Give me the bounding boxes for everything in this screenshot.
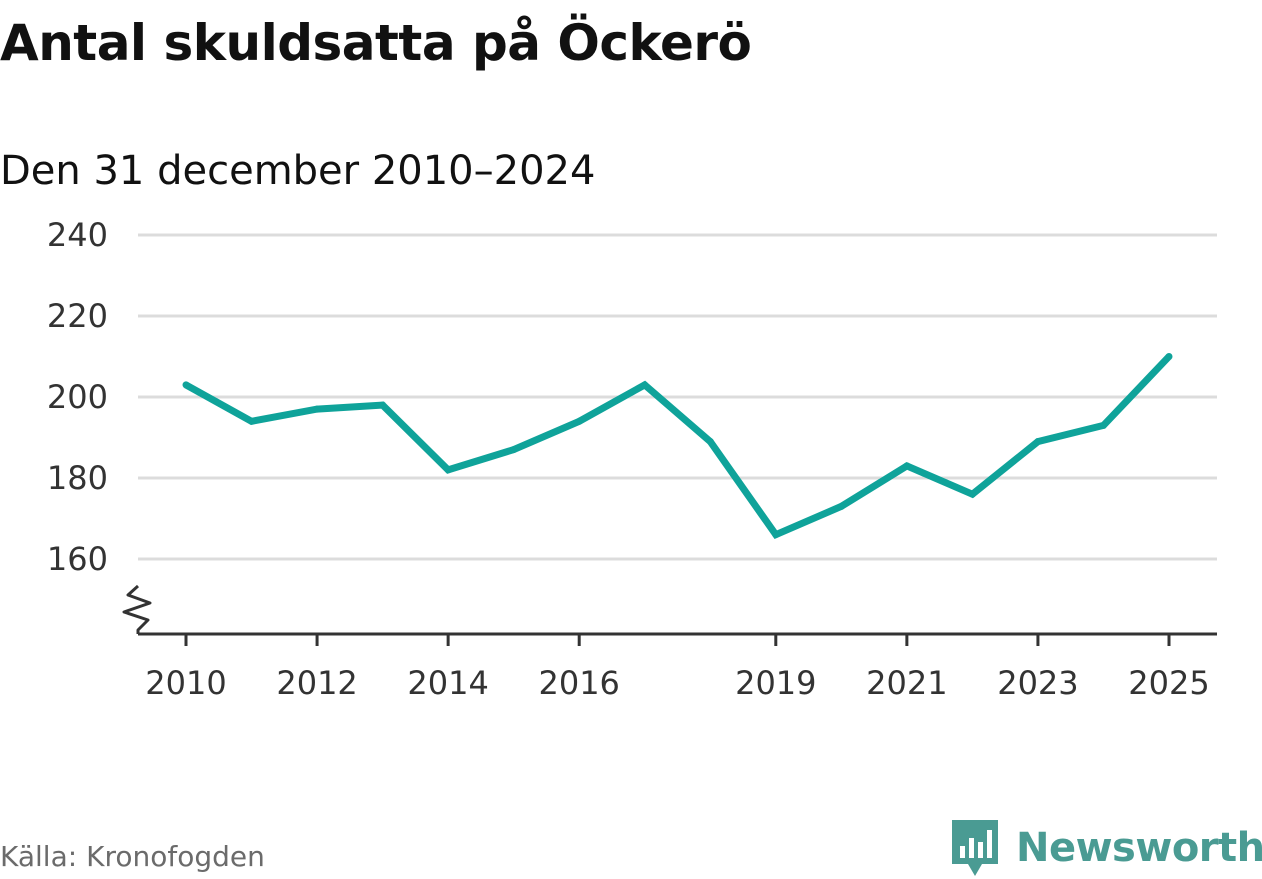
data-point-2025: 2025: 210 [1165,353,1173,360]
x-tick-label-2016: 2016 [538,664,619,702]
data-point-2018: 2018: 189 [706,438,714,446]
brand-name: Newsworthy [1016,825,1262,871]
source-note: Källa: Kronofogden [0,840,265,873]
y-tick-label-200: 200 [47,378,108,416]
data-point-2020: 2020: 173 [837,502,845,510]
data-point-2024: 2024: 193 [1099,421,1107,429]
data-point-2015: 2015: 187 [510,446,518,454]
y-tick-label-160: 160 [47,540,108,578]
data-point-2022: 2022: 176 [968,490,976,498]
brand-logo: Newsworthy [950,818,1262,878]
data-point-2014: 2014: 182 [444,466,452,474]
data-point-2011: 2011: 194 [248,417,256,425]
data-point-2021: 2021: 183 [903,462,911,470]
data-point-2019: 2019: 166 [772,531,780,539]
chart-title: Antal skuldsatta på Öckerö [0,14,752,72]
x-tick-label-2014: 2014 [407,664,488,702]
data-point-2017: 2017: 203 [641,381,649,389]
series-group: 2010: 203 2011: 194 2012: 197 2013: 198 2014… [182,353,1173,540]
series-line-0 [184,354,1172,540]
x-tick-label-2023: 2023 [997,664,1078,702]
x-tick-label-2012: 2012 [276,664,357,702]
x-tick-label-2019: 2019 [735,664,816,702]
y-axis: 160 180 200 220 240 [47,216,152,634]
x-axis: 2010 2012 2014 2016 2019 2021 2023 2025 [138,632,1217,702]
chart-subtitle: Den 31 december 2010–2024 [0,148,596,194]
data-point-2023: 2023: 189 [1034,438,1042,446]
newsworthy-logo-icon [952,820,998,876]
y-tick-label-240: 240 [47,216,108,254]
x-tick-label-2025: 2025 [1128,664,1209,702]
data-point-2013: 2013: 198 [379,401,387,409]
y-tick-label-180: 180 [47,459,108,497]
gridlines [138,233,1217,561]
y-tick-label-220: 220 [47,297,108,335]
data-point-2012: 2012: 197 [313,405,321,413]
data-point-2010: 2010: 203 [182,381,190,389]
x-tick-label-2021: 2021 [866,664,947,702]
axis-break-icon [122,584,152,634]
x-tick-label-2010: 2010 [145,664,226,702]
data-point-2016: 2016: 194 [575,417,583,425]
